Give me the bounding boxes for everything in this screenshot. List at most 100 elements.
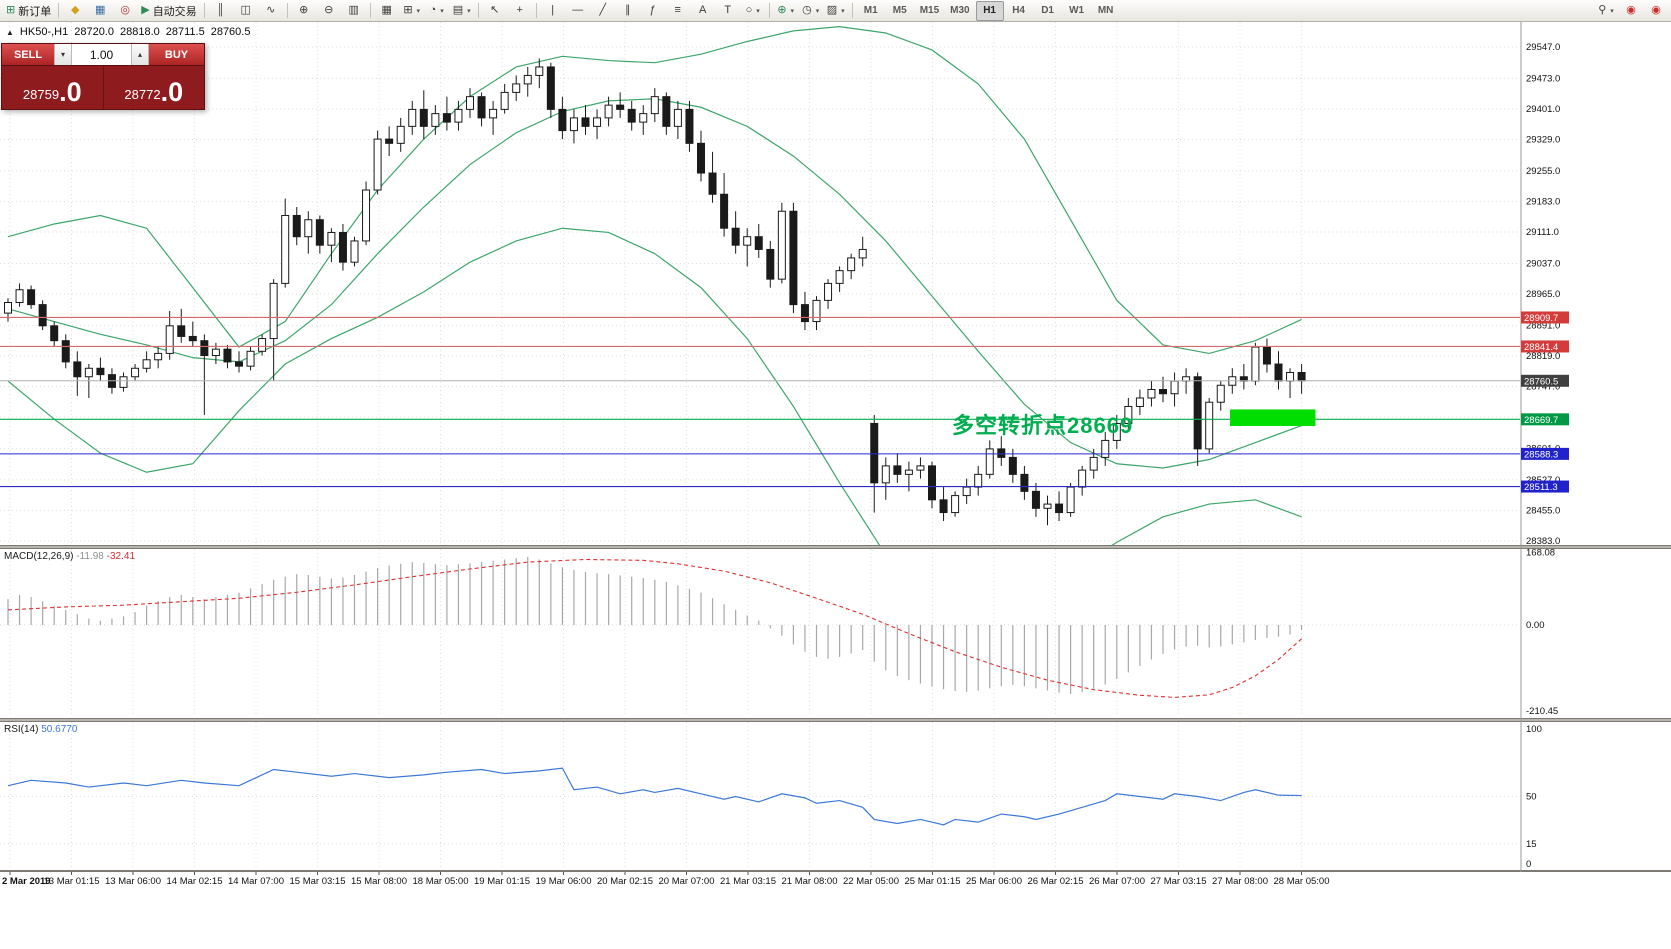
volume-spinner[interactable]: ▴ — [131, 44, 149, 65]
zoom-in-icon: ⊕ — [299, 4, 309, 16]
indicators-icon: ⊕ — [777, 4, 787, 16]
svg-text:0.00: 0.00 — [1526, 620, 1545, 631]
data-window-icon: ▦ — [95, 4, 106, 16]
periods-button[interactable]: ◷ ▾ — [799, 1, 823, 21]
fibonacci-button[interactable]: ƒ — [641, 1, 665, 21]
about-button[interactable]: ◉ — [1644, 1, 1668, 21]
lines-more-icon: ≡ — [674, 4, 681, 16]
macd-name: MACD(12,26,9) — [4, 551, 74, 562]
rsi-name: RSI(14) — [4, 724, 39, 735]
community-button[interactable]: ◉ — [1619, 1, 1643, 21]
toolbar: ⊞ 新订单 ◆ ▦ ◎ ▶ 自动交易 ║ ◫ ∿ ⊕ ⊖ ▥ ▦ ⊞ ▾ ◔ ▾ ▤ ▾ ↖ + | — ╱ ∥ ƒ ≡ A T ○ ▾ ⊕ ▾ ◷… — [0, 0, 1671, 22]
chart-window[interactable]: 29547.0 29473.0 29401.0 29329.0 29255.0 29183… — [0, 22, 1671, 949]
text-label-button[interactable]: T — [716, 1, 740, 21]
timeframe-h4-button[interactable]: H4 — [1012, 5, 1025, 16]
sell-price[interactable]: 28759 .0 — [2, 66, 104, 109]
text-button[interactable]: A — [691, 1, 715, 21]
tile-windows-icon: ▦ — [381, 4, 392, 16]
cursor-button[interactable]: ↖ — [483, 1, 507, 21]
auto-trading-button[interactable]: ▶ 自动交易 — [138, 1, 199, 21]
timeframe-m15-button[interactable]: M15 — [919, 5, 940, 16]
zoom-out-button[interactable]: ⊖ — [317, 1, 341, 21]
about-icon: ◉ — [1651, 4, 1661, 16]
market-watch-button[interactable]: ◆ — [63, 1, 87, 21]
timeframe-m1-button[interactable]: M1 — [863, 5, 878, 16]
svg-text:-210.45: -210.45 — [1526, 706, 1558, 717]
search-icon: ⚲ — [1598, 4, 1607, 16]
trendline-button[interactable]: ╱ — [591, 1, 615, 21]
templates-button[interactable]: ▨ ▾ — [824, 1, 848, 21]
toolbar-separator — [535, 3, 537, 18]
sell-button[interactable]: SELL — [2, 44, 54, 65]
chart-annotation-text[interactable]: 多空转折点28669 — [952, 413, 1134, 438]
tile-windows-button[interactable]: ▦ — [375, 1, 399, 21]
vertical-line-button[interactable]: | — [541, 1, 565, 21]
chart-canvas[interactable]: 29547.0 29473.0 29401.0 29329.0 29255.0 29183… — [0, 22, 1671, 949]
new-order-button[interactable]: ⊞ 新订单 — [3, 1, 54, 21]
line-chart-icon: ∿ — [266, 4, 276, 16]
bar-chart-button[interactable]: ║ — [209, 1, 233, 21]
svg-text:25 Mar 01:15: 25 Mar 01:15 — [905, 876, 961, 887]
panel-divider[interactable] — [0, 718, 1671, 722]
svg-text:25 Mar 06:00: 25 Mar 06:00 — [966, 876, 1022, 887]
zoom-in-button[interactable]: ⊕ — [292, 1, 316, 21]
chart-settings-button[interactable]: ▤ ▾ — [450, 1, 474, 21]
channel-button[interactable]: ∥ — [616, 1, 640, 21]
text-icon: A — [699, 4, 707, 16]
new-order-icon: ⊞ — [6, 4, 16, 16]
lines-more-button[interactable]: ≡ — [666, 1, 690, 21]
candlestick-chart-button[interactable]: ◫ — [234, 1, 258, 21]
toolbar-separator — [851, 3, 853, 18]
volume-input[interactable] — [72, 44, 131, 65]
crosshair-button[interactable]: + — [508, 1, 532, 21]
horizontal-line-icon: — — [572, 4, 584, 16]
line-chart-button[interactable]: ∿ — [259, 1, 283, 21]
data-window-button[interactable]: ▦ — [88, 1, 112, 21]
timeframe-d1-button[interactable]: D1 — [1041, 5, 1054, 16]
chart-shift-button[interactable]: ▥ — [342, 1, 366, 21]
horizontal-line-button[interactable]: — — [566, 1, 590, 21]
order-type-dropdown[interactable]: ▾ — [54, 44, 72, 65]
macd-histogram — [7, 556, 1303, 694]
auto-trading-button-label: 自动交易 — [152, 5, 197, 18]
profiles-button[interactable]: ◔ ▾ — [425, 1, 449, 21]
indicators-button[interactable]: ⊕ ▾ — [774, 1, 798, 21]
svg-text:29037.0: 29037.0 — [1526, 258, 1560, 269]
buy-price[interactable]: 28772 .0 — [104, 66, 205, 109]
auto-trading-icon: ▶ — [141, 4, 150, 16]
channel-icon: ∥ — [624, 4, 631, 16]
svg-text:27 Mar 03:15: 27 Mar 03:15 — [1151, 876, 1207, 887]
search-button[interactable]: ⚲ ▾ — [1594, 1, 1618, 21]
crosshair-icon: + — [516, 4, 523, 16]
shapes-button[interactable]: ○ ▾ — [741, 1, 765, 21]
toolbar-separator — [369, 3, 371, 18]
chevron-down-icon: ▾ — [790, 7, 795, 15]
svg-text:22 Mar 05:00: 22 Mar 05:00 — [843, 876, 899, 887]
community-icon: ◉ — [1626, 4, 1636, 16]
bollinger-lower-band — [7, 227, 1302, 545]
svg-text:29111.0: 29111.0 — [1526, 227, 1559, 238]
high-value: 28818.0 — [119, 26, 160, 38]
svg-text:21 Mar 03:15: 21 Mar 03:15 — [720, 876, 776, 887]
text-label-icon: T — [724, 4, 732, 16]
chevron-down-icon: ▾ — [440, 7, 444, 15]
new-chart-button[interactable]: ⊞ ▾ — [400, 1, 424, 21]
buy-button[interactable]: BUY — [149, 44, 204, 65]
svg-text:28669.7: 28669.7 — [1524, 415, 1558, 426]
svg-text:28 Mar 05:00: 28 Mar 05:00 — [1274, 876, 1330, 887]
timeframe-m5-button[interactable]: M5 — [892, 5, 907, 16]
timeframe-mn-button[interactable]: MN — [1097, 5, 1114, 16]
timeframe-m30-button[interactable]: M30 — [950, 5, 970, 16]
svg-text:28383.0: 28383.0 — [1526, 536, 1560, 547]
panel-divider[interactable] — [0, 545, 1671, 549]
svg-text:168.08: 168.08 — [1526, 548, 1555, 559]
drawn-rectangle[interactable] — [1229, 409, 1316, 426]
timeframe-h1-button[interactable]: H1 — [975, 0, 1004, 21]
navigator-button[interactable]: ◎ — [113, 1, 137, 21]
svg-text:13 Mar 01:15: 13 Mar 01:15 — [44, 876, 100, 887]
chevron-down-icon: ▾ — [416, 7, 421, 15]
timeframe-w1-button[interactable]: W1 — [1069, 5, 1085, 16]
toolbar-separator — [286, 3, 288, 18]
zoom-out-icon: ⊖ — [324, 4, 334, 16]
